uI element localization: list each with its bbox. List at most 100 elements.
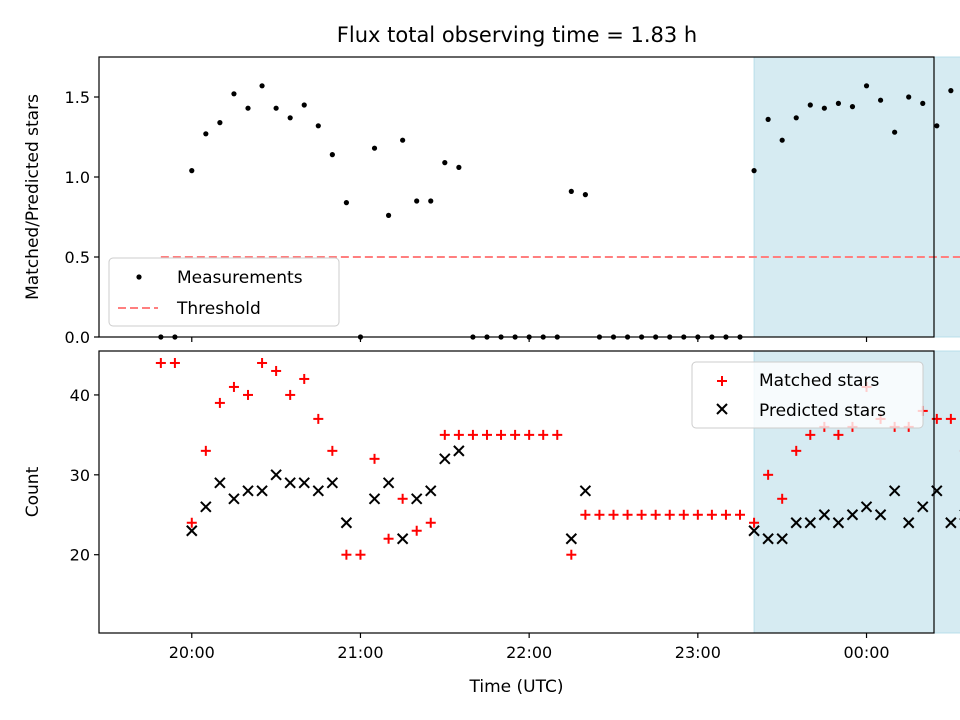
matched-point bbox=[411, 525, 422, 536]
predicted-point bbox=[874, 509, 887, 521]
predicted-point bbox=[368, 493, 381, 505]
legend-box bbox=[108, 257, 340, 327]
legend-predicted-label: Predicted stars bbox=[759, 401, 886, 421]
measurement-point bbox=[906, 94, 912, 100]
matched-point bbox=[678, 509, 689, 520]
matched-point bbox=[706, 509, 717, 520]
y-tick-label: 1.0 bbox=[65, 168, 90, 187]
x-tick-label: 20:00 bbox=[169, 643, 215, 662]
predicted-point bbox=[804, 517, 817, 529]
matched-point bbox=[186, 517, 197, 528]
matched-point bbox=[481, 429, 492, 440]
measurement-point bbox=[793, 115, 799, 121]
predicted-point bbox=[846, 509, 859, 521]
measurement-point bbox=[892, 129, 898, 135]
legend-measurements-label: Measurements bbox=[177, 268, 303, 288]
matched-point bbox=[763, 469, 774, 480]
y-tick-label: 30 bbox=[70, 466, 90, 485]
matched-point bbox=[608, 509, 619, 520]
legend-threshold-label: Threshold bbox=[176, 299, 261, 319]
matched-point bbox=[636, 509, 647, 520]
y-tick-label: 40 bbox=[70, 386, 90, 405]
matched-point bbox=[285, 389, 296, 400]
predicted-point bbox=[579, 485, 592, 497]
measurement-point bbox=[329, 152, 335, 158]
measurement-point bbox=[400, 137, 406, 143]
matched-point bbox=[228, 381, 239, 392]
measurement-point bbox=[877, 97, 884, 103]
y-tick-label: 1.5 bbox=[65, 88, 90, 107]
matched-point bbox=[243, 389, 254, 400]
x-axis-label: Time (UTC) bbox=[469, 677, 564, 697]
predicted-point bbox=[832, 517, 845, 529]
measurement-point bbox=[414, 198, 420, 204]
y-axis-label: Count bbox=[23, 466, 43, 517]
measurement-point bbox=[835, 100, 842, 106]
measurement-point bbox=[203, 131, 209, 137]
predicted-point bbox=[790, 517, 802, 529]
matched-point bbox=[439, 429, 450, 440]
bottom-axes-frame bbox=[98, 350, 935, 634]
top-panel: 0.0 0.5 1.0 1.5 Matched/Predicted stars Measu… bbox=[23, 56, 960, 347]
measurement-point bbox=[371, 145, 378, 151]
legend-matched-marker bbox=[717, 376, 727, 386]
predicted-point bbox=[256, 485, 268, 497]
measurement-point bbox=[751, 168, 757, 174]
measurement-point bbox=[948, 88, 954, 94]
top-legend: Measurements Threshold bbox=[108, 257, 340, 327]
bottom-legend: Matched stars Predicted stars bbox=[691, 361, 924, 429]
x-tick-label: 22:00 bbox=[506, 643, 552, 662]
matched-point bbox=[453, 429, 464, 440]
measurement-point bbox=[920, 100, 926, 106]
chart-title: Flux total observing time = 1.83 h bbox=[337, 23, 697, 47]
matched-point bbox=[524, 429, 535, 440]
matched-point bbox=[692, 509, 703, 520]
measurement-point bbox=[189, 168, 195, 174]
matched-point bbox=[720, 509, 731, 520]
legend-predicted-marker bbox=[716, 403, 728, 415]
measurement-point bbox=[849, 104, 856, 110]
predicted-point bbox=[902, 517, 915, 529]
matched-point bbox=[341, 549, 352, 560]
legend-box bbox=[691, 361, 924, 429]
matched-point bbox=[299, 373, 310, 384]
matched-point bbox=[467, 429, 478, 440]
matched-point bbox=[622, 509, 633, 520]
measurement-point bbox=[863, 83, 870, 89]
matched-point bbox=[833, 429, 844, 440]
measurement-point bbox=[807, 102, 813, 108]
measurement-point bbox=[343, 200, 350, 206]
predicted-point bbox=[382, 477, 395, 489]
predicted-point bbox=[340, 517, 353, 529]
y-tick-label: 0.0 bbox=[65, 328, 90, 347]
predicted-point bbox=[453, 445, 465, 457]
matched-point bbox=[271, 365, 282, 376]
matched-point bbox=[425, 517, 436, 528]
predicted-point bbox=[888, 485, 901, 497]
predicted-point bbox=[312, 485, 325, 497]
measurement-point bbox=[301, 102, 307, 108]
predicted-point bbox=[410, 493, 423, 505]
measurement-point bbox=[821, 105, 827, 111]
matched-point bbox=[155, 357, 166, 368]
predicted-point bbox=[214, 477, 226, 489]
matched-point bbox=[791, 445, 802, 456]
measurement-point bbox=[779, 137, 785, 143]
measurement-point bbox=[442, 160, 448, 166]
matched-point bbox=[214, 397, 225, 408]
matched-point bbox=[664, 509, 675, 520]
predicted-point bbox=[945, 517, 957, 529]
matched-point bbox=[594, 509, 605, 520]
matched-point bbox=[735, 509, 746, 520]
predicted-point bbox=[298, 477, 310, 489]
matched-point bbox=[369, 453, 380, 464]
measurement-point bbox=[245, 105, 251, 111]
predicted-point bbox=[565, 533, 578, 545]
predicted-point bbox=[748, 525, 760, 537]
matched-point bbox=[169, 357, 180, 368]
predicted-point bbox=[917, 501, 929, 513]
matched-point bbox=[777, 493, 788, 504]
measurement-point bbox=[273, 105, 279, 111]
legend-matched-label: Matched stars bbox=[759, 371, 879, 391]
